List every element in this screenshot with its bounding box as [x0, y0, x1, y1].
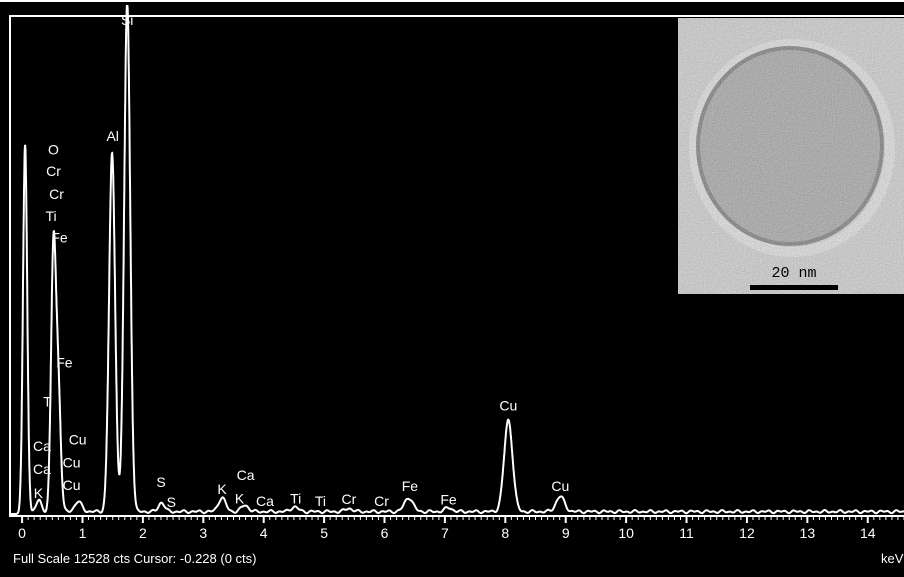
tem-inset-image: 20 nm [678, 18, 904, 294]
x-tick-label: 13 [800, 525, 816, 541]
status-line: Full Scale 12528 cts Cursor: -0.228 (0 c… [13, 551, 257, 566]
peak-label: Cu [499, 398, 517, 414]
x-tick-label: 6 [381, 525, 389, 541]
peak-label: O [48, 141, 59, 157]
x-tick-label: 5 [320, 525, 328, 541]
peak-label: Cu [69, 431, 87, 447]
x-tick-label: 1 [79, 525, 87, 541]
x-tick-label: 3 [199, 525, 207, 541]
peak-label: Ca [256, 493, 274, 509]
x-tick-label: 4 [260, 525, 268, 541]
peak-label: Cr [49, 186, 64, 202]
peak-label: S [167, 494, 176, 510]
peak-label: Si [121, 12, 133, 28]
peak-label: T [43, 394, 52, 410]
peak-label: Ca [33, 461, 51, 477]
x-tick-label: 8 [501, 525, 509, 541]
peak-label: Ti [290, 491, 301, 507]
peak-label: Cu [551, 478, 569, 494]
scale-bar [750, 285, 838, 290]
axis-unit-label: keV [881, 551, 904, 566]
peak-label: Fe [402, 478, 419, 494]
peak-label: S [156, 474, 165, 490]
x-tick-label: 9 [562, 525, 570, 541]
peak-label: Al [106, 128, 118, 144]
peak-label: Ti [315, 493, 326, 509]
peak-label: Cr [341, 491, 356, 507]
tem-micrograph: 20 nm [678, 18, 904, 294]
peak-label: Ca [237, 467, 255, 483]
peak-label: Cu [63, 454, 81, 470]
peak-label: Cr [374, 493, 389, 509]
peak-label: Ti [45, 208, 56, 224]
x-axis: 0 1 2 3 4 5 6 7 8 9 10 11 12 13 14 [10, 515, 904, 541]
scale-bar-label: 20 nm [771, 265, 816, 282]
x-tick-label: 14 [860, 525, 876, 541]
peak-label: Cr [46, 163, 61, 179]
peak-label: Cu [63, 477, 81, 493]
peak-label: Fe [51, 230, 68, 246]
peak-label: Fe [440, 491, 457, 507]
spectrum-series-line [10, 5, 904, 515]
x-tick-label: 11 [679, 525, 694, 541]
x-tick-label: 12 [739, 525, 755, 541]
x-tick-label: 10 [618, 525, 634, 541]
x-tick-label: 0 [18, 525, 26, 541]
peak-label: K [235, 491, 245, 507]
peak-label: Fe [56, 355, 73, 371]
peak-label: K [34, 485, 44, 501]
x-tick-label: 2 [139, 525, 147, 541]
x-tick-label: 7 [441, 525, 449, 541]
peak-label: Ca [33, 438, 51, 454]
peak-label: K [217, 481, 227, 497]
